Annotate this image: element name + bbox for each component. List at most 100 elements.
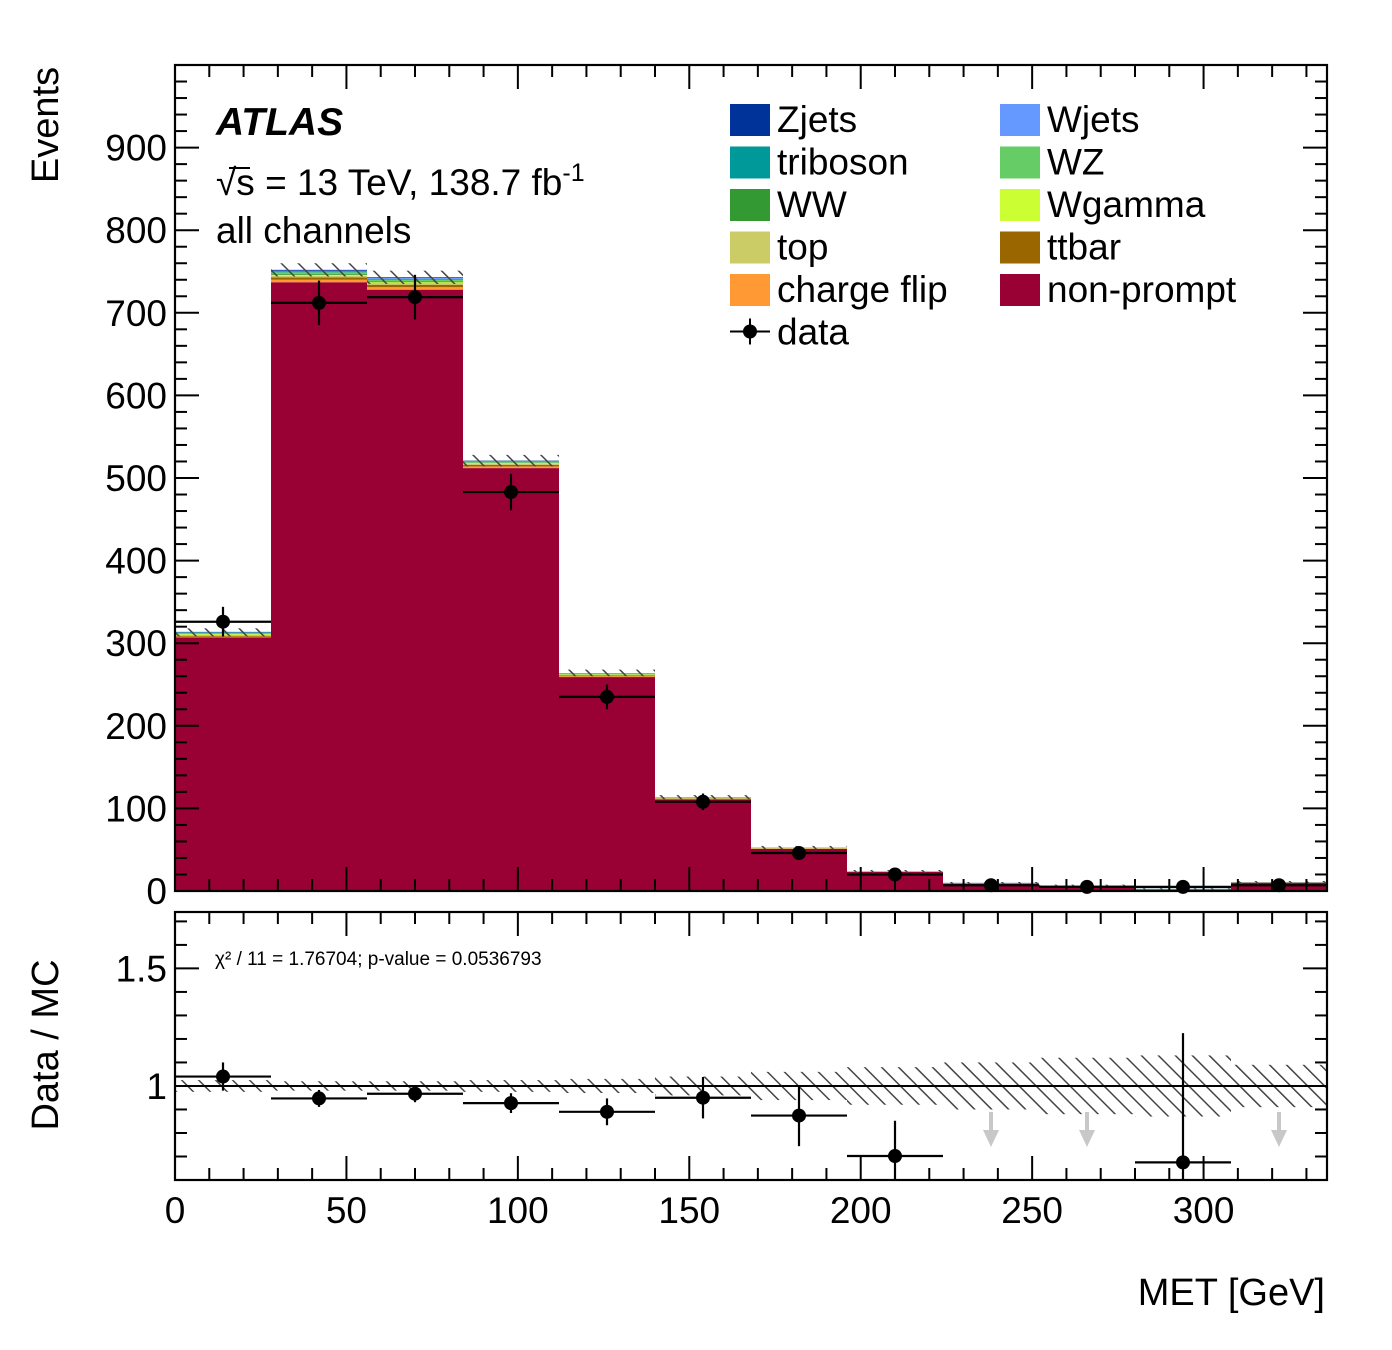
data-point	[847, 867, 943, 882]
mc-uncertainty-band	[559, 669, 655, 677]
legend-swatch-ttbar	[1000, 231, 1040, 264]
ratio-point	[655, 1077, 751, 1119]
legend-swatch-ww	[730, 189, 770, 221]
x-axis-label: MET [GeV]	[1138, 1272, 1325, 1314]
ratio-point	[271, 1089, 367, 1107]
ratio-out-of-range-arrow	[1079, 1112, 1095, 1147]
bar-charge-flip	[463, 466, 559, 469]
data-point	[559, 684, 655, 710]
ratio-point	[751, 1085, 847, 1147]
y-tick-label: 100	[105, 788, 167, 829]
ratio-marker	[312, 1091, 326, 1106]
data-point	[751, 846, 847, 861]
ratio-panel: 1 1.5 0 50 100 150 200 250 300 Data / MC χ² / 1…	[25, 910, 1329, 1231]
ratio-frame	[173, 910, 1329, 1182]
ratio-out-of-range-arrow	[983, 1112, 999, 1147]
bar-non-prompt	[271, 282, 367, 891]
chi2-label: χ² / 11 = 1.76704; p-value = 0.0536793	[215, 949, 542, 970]
legend-swatch-data-marker	[743, 324, 757, 339]
y-tick-label: 500	[105, 458, 167, 499]
ratio-marker	[696, 1090, 710, 1105]
y-tick-label: 0	[146, 871, 167, 912]
data-point	[943, 878, 1039, 893]
energy-lumi-text: √s = 13 TeV, 138.7 fb	[216, 162, 562, 203]
legend-label-non-prompt: non-prompt	[1047, 269, 1237, 310]
ratio-out-of-range-arrow	[1271, 1112, 1287, 1147]
x-tick-label: 300	[1173, 1190, 1235, 1231]
data-point	[1231, 878, 1327, 893]
bar-charge-flip	[559, 676, 655, 678]
ratio-marker	[888, 1149, 902, 1164]
ratio-point	[367, 1085, 463, 1103]
data-marker	[888, 867, 902, 882]
data-point	[655, 793, 751, 811]
x-tick-label: 150	[658, 1190, 720, 1231]
legend-swatch-wjets	[1000, 104, 1040, 136]
legend-entry-wjets: Wjets	[1000, 99, 1140, 140]
ratio-marker	[504, 1096, 518, 1111]
data-marker	[504, 485, 518, 500]
data-point	[463, 473, 559, 511]
legend-swatch-wz	[1000, 146, 1040, 179]
data-marker	[408, 290, 422, 305]
ratio-y-tick-label: 1.5	[116, 948, 167, 989]
data-point	[271, 280, 367, 326]
legend-entry-ttbar: ttbar	[1000, 227, 1121, 268]
y-tick-label: 900	[105, 128, 167, 169]
legend-entry-non-prompt: non-prompt	[1000, 269, 1237, 310]
data-marker	[600, 689, 614, 704]
x-tick-label: 200	[830, 1190, 892, 1231]
ratio-marker	[1176, 1155, 1190, 1170]
atlas-label: ATLAS	[215, 101, 343, 144]
legend-label-triboson: triboson	[777, 142, 909, 183]
legend-label-wjets: Wjets	[1047, 99, 1140, 140]
x-tick-label: 250	[1001, 1190, 1063, 1231]
bar-charge-flip	[175, 636, 271, 638]
y-tick-label: 800	[105, 210, 167, 251]
mc-uncertainty-band	[271, 263, 367, 277]
arrow-head	[983, 1130, 999, 1147]
bar-non-prompt	[655, 799, 751, 891]
lumi-exponent: -1	[562, 159, 584, 187]
legend-swatch-non-prompt	[1000, 274, 1040, 306]
x-tick-label: 50	[326, 1190, 367, 1231]
ratio-marker	[216, 1069, 230, 1084]
legend-label-ttbar: ttbar	[1047, 227, 1121, 268]
x-tick-label: 0	[165, 1190, 186, 1231]
legend-label-ww: WW	[777, 184, 847, 225]
legend-entry-data: data	[730, 312, 849, 353]
ratio-y-tick-label: 1	[146, 1066, 167, 1107]
y-tick-label: 600	[105, 375, 167, 416]
bar-non-prompt	[367, 289, 463, 891]
legend-entry-ww: WW	[730, 184, 847, 225]
y-axis-label: Events	[25, 67, 67, 183]
legend-swatch-top	[730, 231, 770, 264]
legend-entry-triboson: triboson	[730, 142, 909, 183]
bar-non-prompt	[175, 637, 271, 891]
data-marker	[792, 846, 806, 861]
ratio-point	[559, 1098, 655, 1126]
channel-label: all channels	[216, 210, 411, 251]
mc-uncertainty-band	[463, 454, 559, 467]
legend-entry-zjets: Zjets	[730, 99, 857, 140]
legend-entry-top: top	[730, 227, 828, 268]
y-tick-label: 700	[105, 293, 167, 334]
bar-ttbar	[271, 277, 367, 280]
ratio-point	[175, 1062, 271, 1091]
arrow-head	[1079, 1130, 1095, 1147]
legend-label-top: top	[777, 227, 828, 268]
legend-swatch-wgamma	[1000, 189, 1040, 221]
y-tick-label: 400	[105, 541, 167, 582]
x-tick-label: 100	[487, 1190, 549, 1231]
legend: Zjets Wjets triboson WZ WW Wgamma top ttbar char…	[730, 99, 1237, 353]
ratio-point	[1135, 1033, 1231, 1180]
data-point	[367, 274, 463, 320]
legend-label-charge-flip: charge flip	[777, 269, 948, 310]
main-panel: 0 100 200 300 400 500 600 700 800 900 Events ATLA…	[25, 63, 1329, 912]
legend-entry-wz: WZ	[1000, 142, 1105, 183]
data-marker	[312, 295, 326, 310]
legend-swatch-charge-flip	[730, 274, 770, 306]
ratio-point	[463, 1093, 559, 1113]
ratio-y-axis-label: Data / MC	[25, 959, 67, 1130]
